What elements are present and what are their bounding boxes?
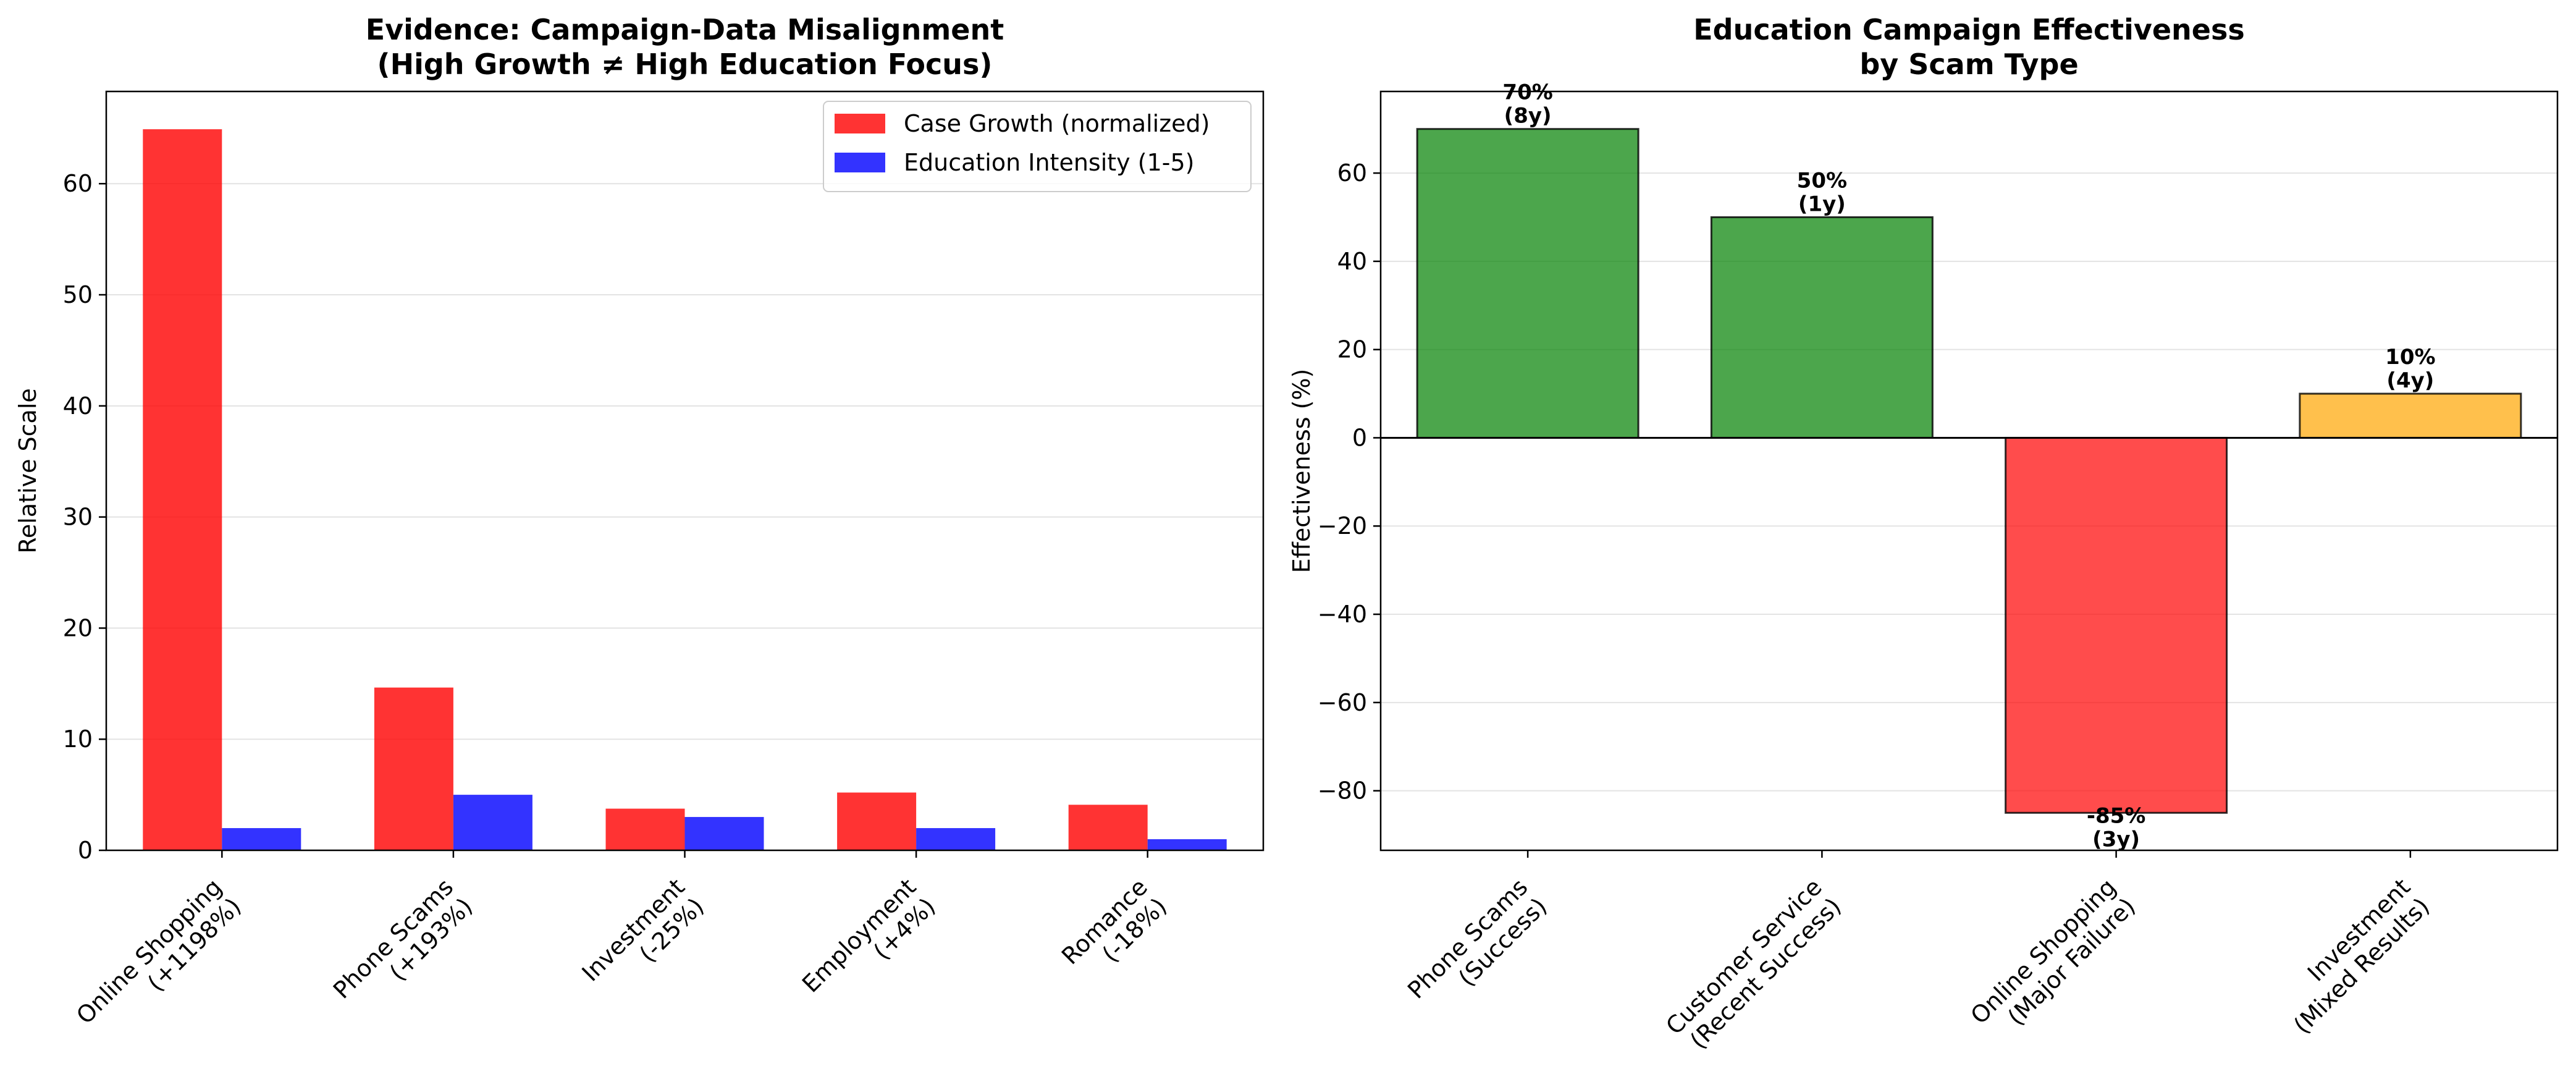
education-intensity-bar bbox=[684, 817, 764, 850]
chart-title: Education Campaign Effectiveness by Scam … bbox=[1693, 13, 2245, 81]
axes-frame bbox=[105, 90, 1265, 852]
data-label: -85% (3y) bbox=[2087, 803, 2146, 852]
axes-frame bbox=[1379, 90, 2559, 852]
y-axis-label: Effectiveness (%) bbox=[1288, 369, 1315, 573]
y-tick-label: 30 bbox=[63, 504, 93, 531]
y-tick-label: 40 bbox=[1337, 248, 1367, 275]
y-tick-label: 20 bbox=[1337, 336, 1367, 363]
case-growth-bar bbox=[1068, 805, 1148, 850]
y-tick-label: 40 bbox=[63, 392, 93, 420]
x-tick-label: Investment(Mixed Results) bbox=[2269, 873, 2435, 1039]
y-tick-label: 0 bbox=[1352, 424, 1367, 451]
x-tick-label: Investment(-25%) bbox=[577, 873, 709, 1005]
y-tick-label: −60 bbox=[1318, 689, 1367, 716]
effectiveness-bar bbox=[1710, 216, 1934, 439]
x-tick-label: Romance(-18%) bbox=[1056, 873, 1172, 989]
legend-label: Education Intensity (1-5) bbox=[904, 149, 1194, 176]
education-intensity-bar bbox=[453, 795, 532, 850]
y-tick-label: 20 bbox=[63, 614, 93, 641]
effectiveness-bar bbox=[2005, 436, 2228, 814]
y-tick-label: −20 bbox=[1318, 512, 1367, 539]
case-growth-bar bbox=[374, 687, 453, 850]
effectiveness-bar bbox=[1416, 128, 1639, 439]
case-growth-bar bbox=[605, 808, 685, 850]
legend-swatch bbox=[835, 153, 885, 172]
data-label: 10% (4y) bbox=[2385, 345, 2435, 393]
legend-box bbox=[823, 101, 1252, 192]
y-axis-label: Relative Scale bbox=[14, 388, 41, 554]
x-tick-label: Online Shopping(Major Failure) bbox=[1965, 873, 2140, 1049]
legend-label: Case Growth (normalized) bbox=[904, 110, 1210, 137]
x-tick-label: Online Shopping(+1198%) bbox=[71, 873, 246, 1049]
y-tick-label: 60 bbox=[1337, 159, 1367, 187]
effectiveness-bar bbox=[2299, 392, 2522, 439]
y-tick-label: −80 bbox=[1318, 777, 1367, 805]
education-intensity-bar bbox=[1147, 839, 1227, 850]
x-tick-label: Employment(+4%) bbox=[797, 873, 941, 1017]
x-tick-label: Phone Scams(+193%) bbox=[328, 873, 478, 1023]
y-tick-label: 50 bbox=[63, 281, 93, 308]
education-intensity-bar bbox=[916, 828, 996, 850]
education-intensity-bar bbox=[222, 828, 301, 850]
data-label: 70% (8y) bbox=[1502, 80, 1552, 129]
y-tick-label: 10 bbox=[63, 725, 93, 753]
legend-swatch bbox=[835, 114, 885, 133]
data-label: 50% (1y) bbox=[1797, 168, 1847, 216]
x-tick-label: Customer Service(Recent Success) bbox=[1661, 873, 1846, 1059]
effectiveness-chart: 70% (8y) Phone Scams(Success) 50% (1y) Custom… bbox=[1288, 13, 2559, 1059]
y-tick-label: 60 bbox=[63, 170, 93, 197]
misalignment-chart: Online Shopping(+1198%) Phone Scams(+193%… bbox=[14, 13, 1265, 1049]
y-tick-label: −40 bbox=[1318, 601, 1367, 628]
x-tick-label: Phone Scams(Success) bbox=[1402, 873, 1552, 1023]
case-growth-bar bbox=[837, 792, 917, 850]
case-growth-bar bbox=[143, 129, 222, 850]
chart-title: Evidence: Campaign-Data Misalignment (Hig… bbox=[366, 13, 1004, 81]
y-tick-label: 0 bbox=[78, 837, 93, 864]
